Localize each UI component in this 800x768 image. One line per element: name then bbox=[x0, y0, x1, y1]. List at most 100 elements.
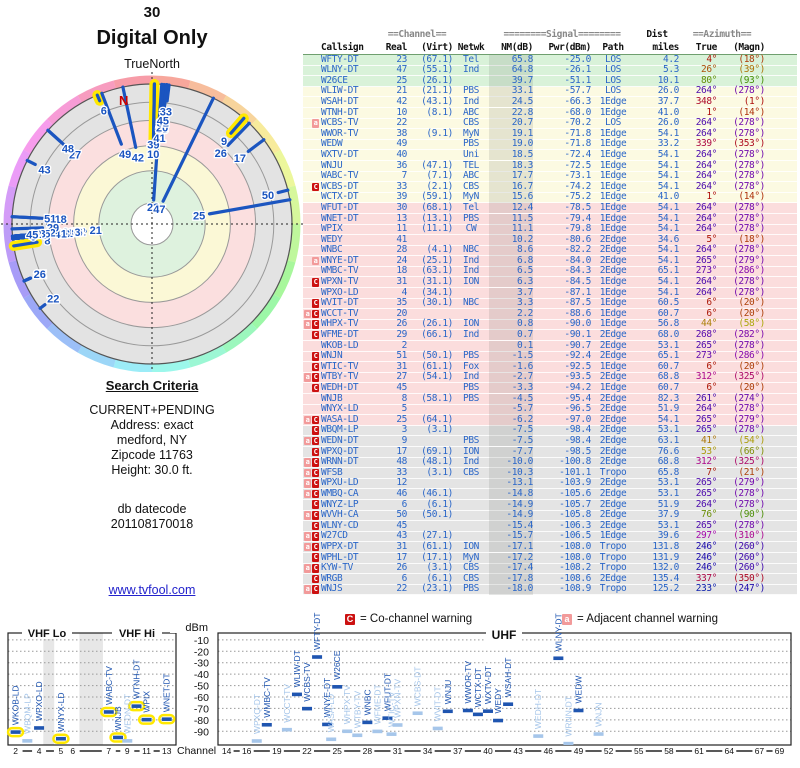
station-row-WPPX-DT: a C WPPX-DT 31 (61.1) ION -17.1 -108.0 Tropo 131.… bbox=[303, 541, 797, 553]
magnetic-north-label: N bbox=[119, 93, 128, 108]
db-datecode: db datecode 201108170018 bbox=[0, 502, 304, 532]
bar-highlight-WNET-DT bbox=[158, 713, 176, 725]
channel-tick-40: 40 bbox=[483, 746, 493, 756]
power-bar-label-WABC-TV: WABC-TV bbox=[104, 666, 114, 705]
station-row-W27CD: a C W27CD 43 (27.1) -15.7 -106.5 1Edge 39.6 297°(… bbox=[303, 530, 797, 543]
power-bar-W26CE bbox=[332, 685, 343, 689]
radar-channel-label-WCBS-DT: 33 bbox=[68, 227, 80, 239]
station-row-WNYX-LD: WNYX-LD 5 -5.7 -96.5 2Edge 51.9 264° (278°) bbox=[303, 403, 797, 416]
radar-spoke-WFTY-DT bbox=[152, 82, 164, 202]
radar-channel-label-WTNH-DT: 10 bbox=[147, 149, 159, 161]
channel-tick-9: 9 bbox=[125, 746, 130, 756]
channel-tick-13: 13 bbox=[162, 746, 172, 756]
power-bar-label-WNBC: WNBC bbox=[362, 689, 372, 715]
radar-channel-label-WMBC-TV: 18 bbox=[55, 214, 67, 226]
radar-spoke-WEDH-DT bbox=[162, 83, 169, 112]
radar-channel-label-WWOR-TV: 38 bbox=[71, 227, 83, 239]
radar-channel-label-WNYX-LD: 5 bbox=[42, 230, 48, 242]
radar-channel-label-WPIX: 11 bbox=[61, 228, 73, 240]
radar-channel-label-WPHL-DT: 17 bbox=[34, 269, 46, 281]
power-bar-label-WTBY-TV: WTBY-TV bbox=[352, 690, 362, 728]
power-bar-label-WRNN-DT: WRNN-DT bbox=[563, 696, 573, 737]
power-bar-label-WWOR-TV: WWOR-TV bbox=[463, 661, 473, 704]
channel-tick-16: 16 bbox=[242, 746, 252, 756]
power-bar-WBQM-LP bbox=[22, 739, 33, 743]
power-bar-label-WTIC-TV: WTIC-TV bbox=[387, 691, 397, 727]
title-channel: 30 bbox=[143, 4, 161, 21]
power-bar-label-WNJU: WNJU bbox=[443, 680, 453, 705]
channel-tick-58: 58 bbox=[664, 746, 674, 756]
channel-group-header: ==Channel== bbox=[387, 29, 447, 40]
radar-channel-label-WABC-TV: 7 bbox=[73, 227, 79, 239]
station-row-WABC-TV: WABC-TV 7 (7.1) ABC 17.7 -73.1 1Edge 54.1 264° (2… bbox=[303, 170, 797, 183]
adjacent-channel-badge: a bbox=[562, 613, 572, 625]
power-bar-label-WCBS-DT: WCBS-DT bbox=[413, 667, 423, 707]
search-criteria: Search Criteria CURRENT+PENDING Address:… bbox=[0, 378, 304, 532]
radar-spoke-WLNY-DT bbox=[161, 96, 215, 203]
radar-channel-label-WLIW-DT: 21 bbox=[90, 225, 102, 237]
power-bar-WEDN-DT bbox=[122, 739, 133, 743]
radar-channel-label-WPXO-LD: 4 bbox=[54, 229, 61, 241]
azimuth-group-header: ==Azimuth== bbox=[692, 29, 752, 40]
power-bar-label-WFTY-DT: WFTY-DT bbox=[312, 613, 322, 650]
station-row-WEDW: WEDW 49 PBS 19.0 -71.8 1Edge 33.2 339° (353°) bbox=[303, 138, 797, 151]
db-datecode-value: 201108170018 bbox=[110, 517, 194, 531]
power-bar-label-WLIW-DT: WLIW-DT bbox=[292, 650, 302, 687]
radar-spoke-WNJB bbox=[12, 240, 39, 248]
station-row-WEDN-DT: a C WEDN-DT 9 PBS -7.5 -98.4 2Edge 63.1 41° (54°) bbox=[303, 435, 797, 447]
channel-tick-46: 46 bbox=[544, 746, 554, 756]
channel-tick-14: 14 bbox=[222, 746, 232, 756]
title-mode: Digital Only bbox=[96, 27, 208, 49]
station-row-WNBC: WNBC 28 (4.1) NBC 8.6 -82.2 2Edge 54.1 264° (278°… bbox=[303, 244, 797, 257]
radar-spoke-W26CE bbox=[207, 198, 292, 216]
vhf-lo-label: VHF Lo bbox=[28, 628, 67, 640]
power-bar-WNJN bbox=[593, 732, 604, 736]
station-row-WKOB-LD: WKOB-LD 2 0.1 -90.7 2Edge 53.1 265° (278°) bbox=[303, 340, 797, 352]
radar-channel-label-WCTX-DT: 39 bbox=[147, 140, 159, 152]
true-north-label: TrueNorth bbox=[124, 57, 180, 71]
radar-spoke-WRGB bbox=[95, 93, 102, 103]
radar-spoke-WVVH-CA bbox=[276, 188, 290, 195]
radar-channel-label-WFSB: 33 bbox=[160, 106, 172, 118]
power-bar-label-WSAH-DT: WSAH-DT bbox=[503, 658, 513, 698]
radar-channel-label-WRNN-DT: 48 bbox=[62, 143, 74, 155]
station-row-WNYE-DT: a WNYE-DT 24 (25.1) Ind 6.8 -84.0 2Edge 54.1 265°… bbox=[303, 255, 797, 267]
vhf-plot-box bbox=[7, 632, 177, 746]
station-row-WLNY-CD: C WLNY-CD 45 -15.4 -106.3 2Edge 53.1 265° (278°) bbox=[303, 520, 797, 532]
power-bar-WNJB bbox=[113, 735, 124, 740]
col-real: Real bbox=[385, 42, 408, 53]
tvfool-link[interactable]: www.tvfool.com bbox=[108, 583, 196, 597]
power-bar-WXTV-DT bbox=[482, 709, 493, 713]
channel-tick-52: 52 bbox=[604, 746, 614, 756]
power-bar-label-WPXN-TV: WPXN-TV bbox=[393, 678, 403, 718]
station-row-WWOR-TV: WWOR-TV 38 (9.1) MyN 19.1 -71.8 1Edge 54.1 264°(… bbox=[303, 128, 797, 140]
power-bar-label-WVIT-DT: WVIT-DT bbox=[433, 686, 443, 721]
search-line-height: Height: 30.0 ft. bbox=[111, 463, 193, 477]
radar-spoke-WNJN bbox=[10, 215, 42, 220]
report-title: 30 Digital Only bbox=[0, 4, 304, 50]
power-bar-label-WNJN: WNJN bbox=[594, 702, 604, 727]
radar-channel-label-WNYZ-LP: 6 bbox=[30, 231, 36, 243]
channel-tick-55: 55 bbox=[634, 746, 644, 756]
station-row-WTIC-TV: C WTIC-TV 31 (61.1) Fox -1.6 -92.5 1Edge 60.7 6°(… bbox=[303, 361, 797, 373]
radar-channel-label-KYW-TV: 26 bbox=[34, 269, 46, 281]
channel-tick-64: 64 bbox=[725, 746, 735, 756]
radar-channel-label-WRGB: 6 bbox=[101, 105, 107, 117]
channel-tick-25: 25 bbox=[332, 746, 342, 756]
radar-channel-label-WNJS: 22 bbox=[47, 293, 59, 305]
power-bar-label-WXTV-DT: WXTV-DT bbox=[483, 666, 493, 704]
station-row-WNYZ-LP: C WNYZ-LP 6 (6.1) -14.9 -105.7 2Edge 51.9 264° (2… bbox=[303, 499, 797, 511]
channel-tick-11: 11 bbox=[142, 746, 151, 756]
station-row-WEDY: WEDY 41 10.2 -80.6 2Edge 34.6 5° (18°) bbox=[303, 234, 797, 246]
azimuth-color-ring bbox=[3, 185, 20, 225]
station-row-WPXN-TV: C WPXN-TV 31 (31.1) ION 6.3 -84.5 1Edge 54.1 264°… bbox=[303, 276, 797, 289]
station-row-WEDH-DT: C WEDH-DT 45 PBS -3.3 -94.2 1Edge 60.7 6° (20°) bbox=[303, 382, 797, 394]
radar-channel-label-WPXN-TV: 31 bbox=[55, 229, 67, 241]
power-bar-label-WNYE-DT: WNYE-DT bbox=[322, 678, 332, 718]
radar-spoke-WFSB bbox=[165, 83, 171, 103]
radar-channel-label-WVVH-CA: 50 bbox=[262, 190, 274, 202]
azimuth-color-ring bbox=[271, 149, 296, 189]
azimuth-color-ring bbox=[220, 95, 258, 127]
channel-tick-6: 6 bbox=[70, 746, 75, 756]
station-row-WCBS-DT: C WCBS-DT 33 (2.1) CBS 16.7 -74.2 1Edge 54.1 264°… bbox=[303, 181, 797, 193]
